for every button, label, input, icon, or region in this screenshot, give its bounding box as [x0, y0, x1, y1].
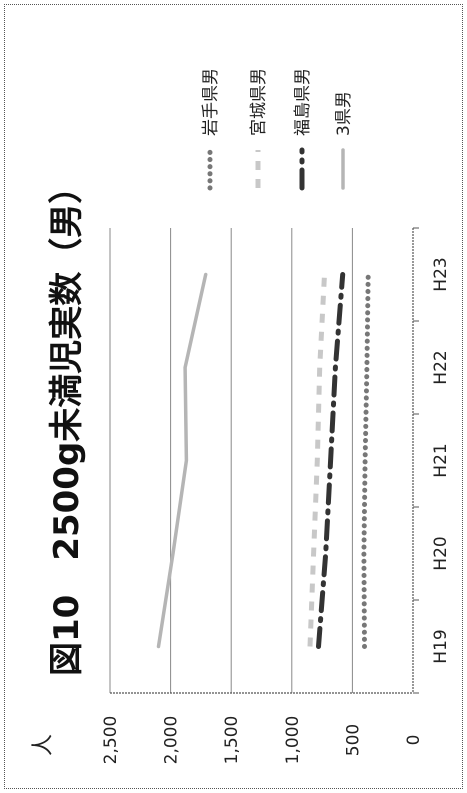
y-tick-label: 1,500: [222, 716, 242, 765]
x-tick-label: H20: [431, 536, 451, 570]
legend-label: 3県男: [334, 91, 354, 136]
grid-lines: [109, 228, 353, 693]
series-line: [361, 272, 371, 649]
x-tick-label: H22: [431, 350, 451, 384]
y-tick-label: 2,500: [101, 716, 121, 765]
series-line: [307, 274, 327, 647]
x-tick-label: H23: [431, 257, 451, 291]
y-axis-label: 人: [31, 734, 56, 756]
series-line: [316, 272, 346, 649]
legend-label: 福島県男: [293, 68, 313, 136]
axes: [110, 227, 419, 694]
chart-frame: [4, 4, 463, 789]
tick-labels: 0 500 1,000 1,500 2,000 2,500 H19 H20 H21 H22 H23: [101, 257, 451, 764]
chart-title: 図10 2500g未満児実数（男）: [47, 170, 87, 676]
series-lines: [156, 272, 371, 649]
legend-label: 岩手県男: [201, 68, 221, 136]
y-tick-label: 0: [404, 735, 424, 746]
y-tick-label: 1,000: [283, 716, 303, 765]
legend: 岩手県男 宮城県男 福島県男 3県男: [201, 68, 354, 191]
x-tick-label: H21: [431, 443, 451, 477]
x-tick-label: H19: [431, 629, 451, 663]
legend-label: 宮城県男: [249, 68, 269, 136]
series-line: [156, 272, 208, 649]
y-tick-label: 2,000: [162, 716, 182, 765]
y-tick-label: 500: [343, 724, 363, 756]
